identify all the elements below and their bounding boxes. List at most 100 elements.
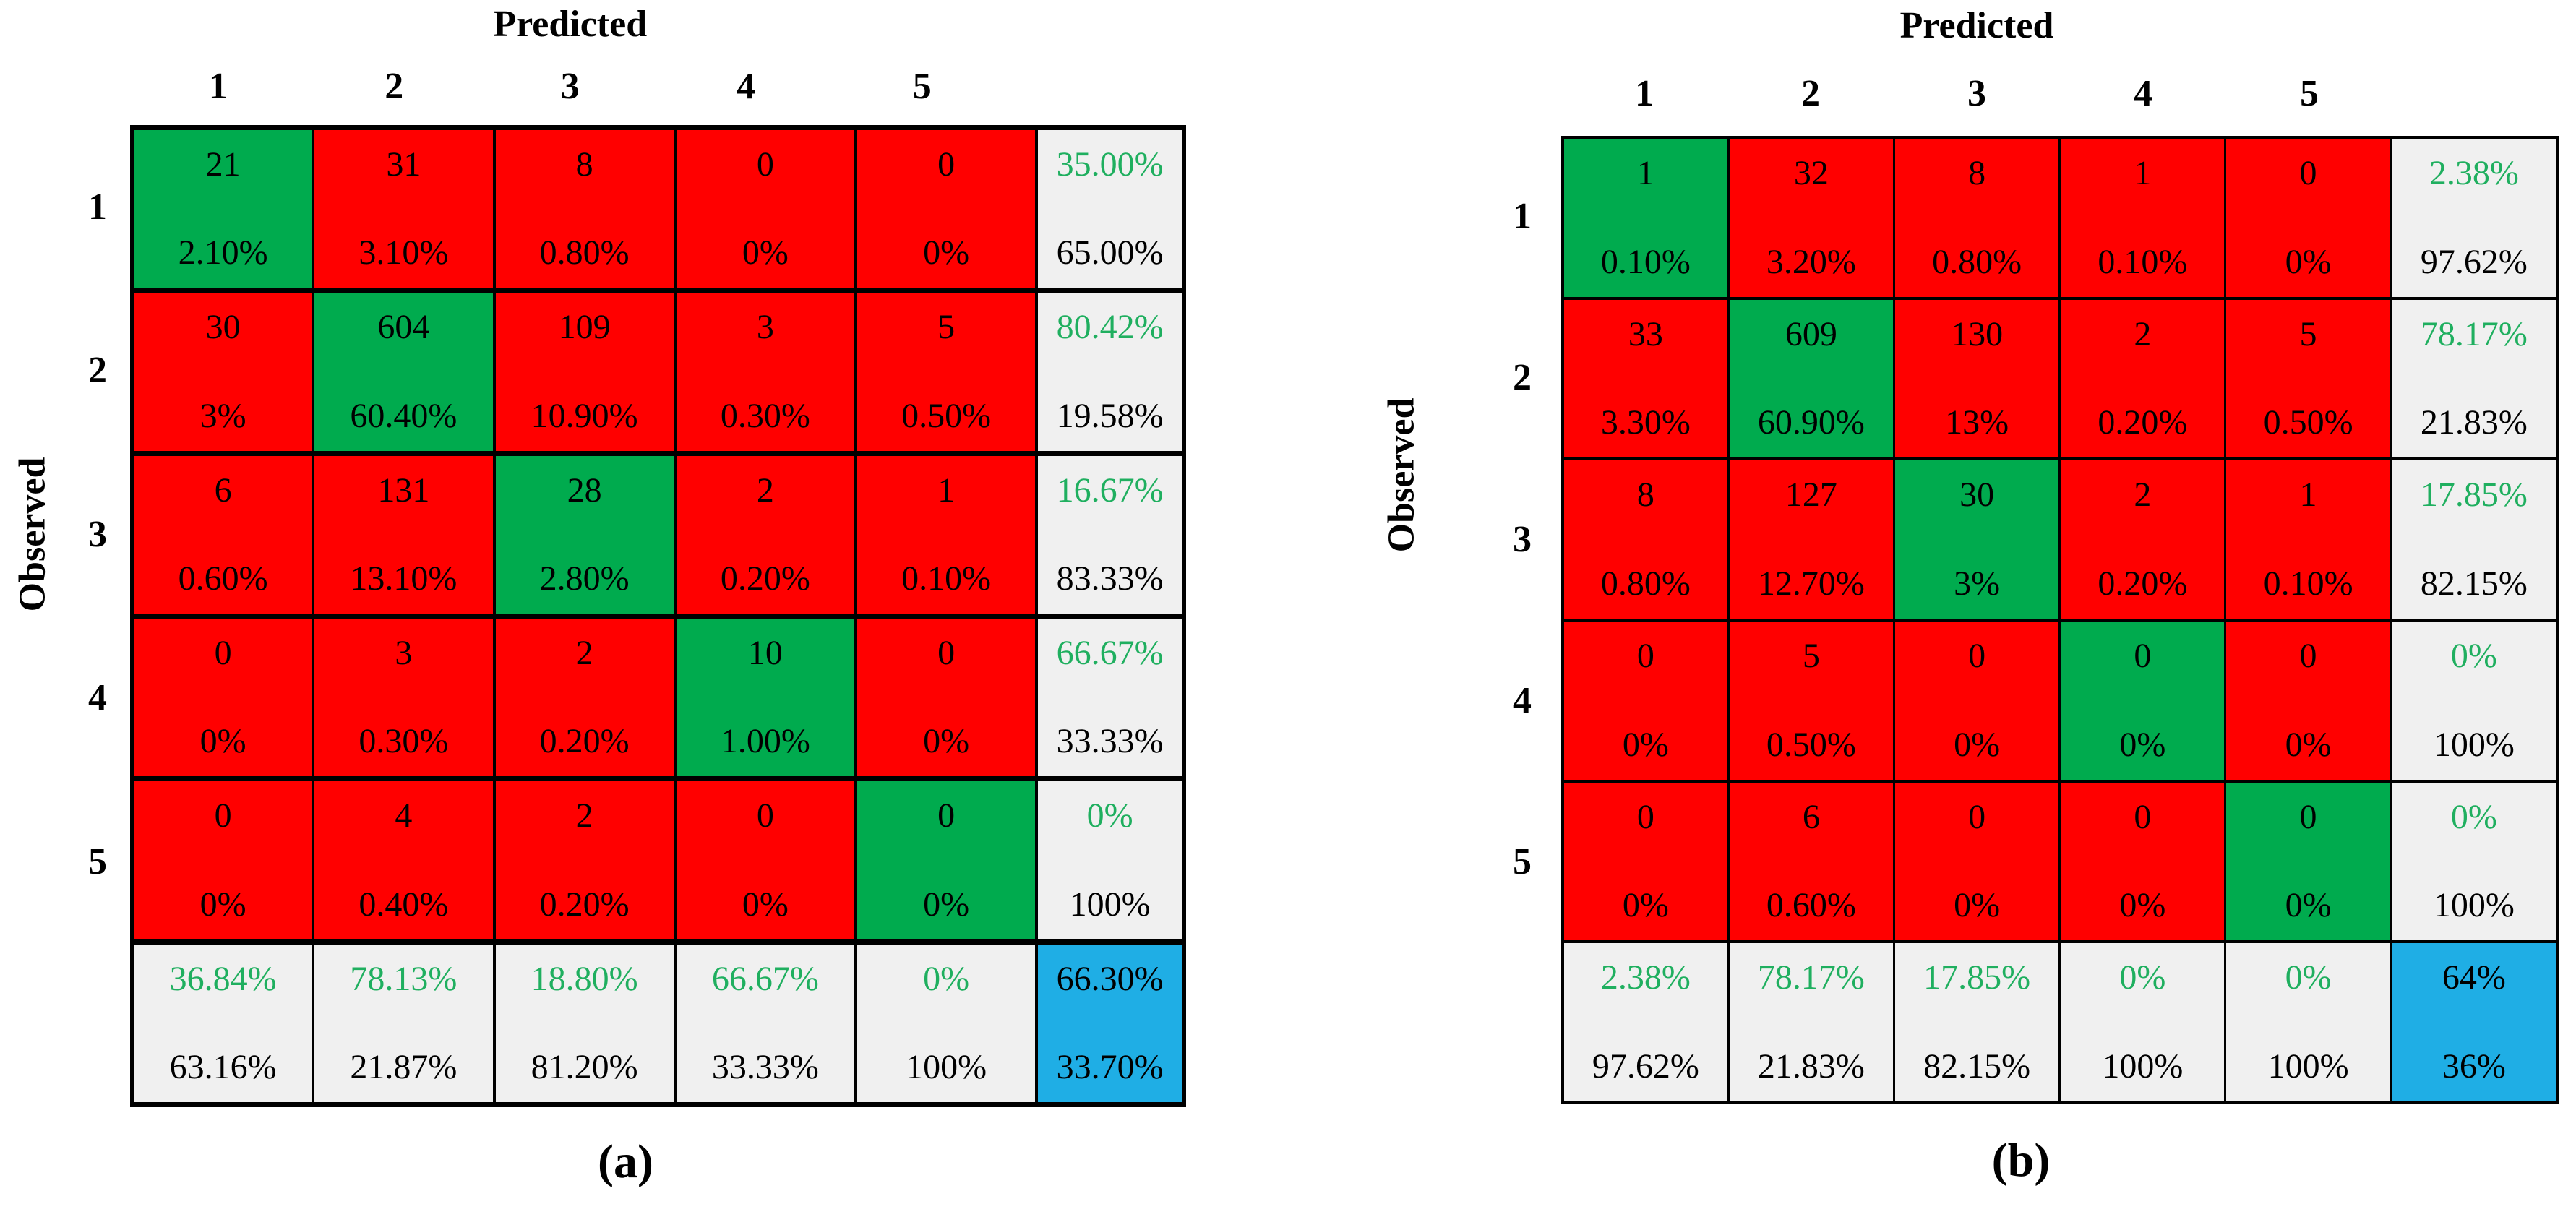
cell-count: 36.84%	[169, 959, 277, 998]
off-diagonal-cell: 1 0.10%	[2058, 136, 2227, 300]
cell-percent: 0.20%	[2098, 564, 2188, 603]
cell-count: 35.00%	[1056, 145, 1164, 184]
matrix-row: 2.38% 97.62% 78.17% 21.83% 17.85% 82.15% 0% 100…	[1561, 940, 2559, 1104]
cell-count: 0%	[2450, 797, 2497, 836]
cell-count: 0	[1968, 797, 1986, 836]
predicted-class-label-5: 5	[912, 66, 932, 107]
diagonal-cell: 0 0%	[2058, 618, 2227, 783]
cell-percent: 0%	[1954, 725, 2001, 764]
off-diagonal-cell: 130 13%	[1892, 296, 2061, 461]
cell-percent: 100%	[2102, 1046, 2184, 1085]
cell-count: 8	[1968, 154, 1986, 193]
diagonal-cell: 604 60.40%	[312, 288, 496, 456]
off-diagonal-cell: 0 0%	[130, 613, 315, 782]
off-diagonal-cell: 2 0.20%	[2058, 296, 2227, 461]
cell-percent: 0.30%	[720, 396, 810, 435]
cell-percent: 0%	[923, 885, 970, 924]
cell-percent: 65.00%	[1056, 233, 1164, 272]
off-diagonal-cell: 131 13.10%	[312, 450, 496, 619]
cell-count: 0	[214, 634, 232, 672]
column-summary-cell: 0% 100%	[854, 939, 1039, 1108]
cell-percent: 0.50%	[901, 396, 992, 435]
cell-count: 0	[2299, 637, 2317, 676]
off-diagonal-cell: 5 0.50%	[2224, 296, 2392, 461]
cell-count: 0%	[1086, 796, 1133, 835]
cell-count: 66.67%	[1056, 634, 1164, 672]
observed-axis-label: Observed	[12, 457, 53, 612]
observed-axis-area-b: Observed	[1288, 136, 1483, 1104]
cell-count: 78.13%	[350, 959, 458, 998]
matrix-row: 8 0.80% 127 12.70% 30 3% 2 0.20% 1 0.10% 17.85% 82.…	[1561, 457, 2559, 622]
observed-class-label-5: 5	[1513, 841, 1532, 883]
diagonal-cell: 609 60.90%	[1727, 296, 1895, 461]
cell-percent: 0%	[1622, 725, 1669, 764]
cell-count: 127	[1785, 476, 1837, 515]
row-summary-cell: 16.67% 83.33%	[1035, 450, 1185, 619]
cell-count: 6	[1802, 797, 1820, 836]
observed-axis-label: Observed	[1381, 397, 1422, 552]
cell-percent: 100%	[2433, 725, 2515, 764]
cell-count: 6	[214, 470, 232, 509]
observed-class-label-2: 2	[88, 350, 107, 392]
predicted-class-label-3: 3	[560, 66, 580, 107]
cell-percent: 3.20%	[1766, 242, 1856, 281]
cell-percent: 60.90%	[1757, 403, 1865, 442]
column-summary-cell: 0% 100%	[2058, 940, 2227, 1104]
predicted-axis-label: Predicted	[1899, 4, 2054, 46]
observed-class-label-4: 4	[88, 677, 107, 719]
cell-percent: 13%	[1945, 403, 2009, 442]
cell-percent: 97.62%	[2420, 242, 2528, 281]
matrix-row: 0 0% 5 0.50% 0 0% 0 0% 0 0% 0% 100%	[1561, 618, 2559, 783]
predicted-header-row-b: Predicted	[1561, 0, 2559, 51]
off-diagonal-cell: 32 3.20%	[1727, 136, 1895, 300]
cell-percent: 0%	[199, 885, 246, 924]
off-diagonal-cell: 6 0.60%	[1727, 779, 1895, 944]
diagonal-cell: 21 2.10%	[130, 124, 315, 293]
cell-count: 2	[2134, 476, 2152, 515]
cell-count: 5	[937, 308, 956, 347]
predicted-class-label-2: 2	[385, 66, 404, 107]
observed-class-label-1: 1	[1513, 196, 1532, 238]
cell-percent: 0.40%	[359, 885, 449, 924]
cell-count: 3	[756, 308, 774, 347]
off-diagonal-cell: 0 0%	[673, 776, 858, 945]
predicted-class-label-2: 2	[1801, 72, 1820, 114]
cell-percent: 0.10%	[1600, 242, 1691, 281]
cell-percent: 0%	[2119, 725, 2166, 764]
cell-count: 0	[2134, 637, 2152, 676]
cell-percent: 10.90%	[531, 396, 638, 435]
confusion-matrix-table-a: 21 2.10% 31 3.10% 8 0.80% 0 0% 0 0% 35.00% 65.00% 30…	[130, 124, 1186, 1108]
row-summary-cell: 17.85% 82.15%	[2390, 457, 2559, 622]
off-diagonal-cell: 5 0.50%	[854, 288, 1039, 456]
diagonal-cell: 28 2.80%	[492, 450, 677, 619]
predicted-class-labels-b: 1 2 3 4 5	[1561, 51, 2559, 136]
cell-count: 78.17%	[2420, 314, 2528, 353]
cell-count: 131	[377, 470, 430, 509]
cell-count: 1	[1636, 154, 1654, 193]
cell-percent: 0.50%	[2263, 403, 2353, 442]
cell-count: 33	[1628, 314, 1663, 353]
off-diagonal-cell: 8 0.80%	[1892, 136, 2061, 300]
cell-count: 10	[747, 634, 783, 672]
cell-percent: 63.16%	[169, 1047, 277, 1086]
cell-count: 0	[937, 145, 956, 184]
row-summary-cell: 0% 100%	[2390, 618, 2559, 783]
cell-percent: 0%	[2285, 242, 2332, 281]
cell-percent: 33.33%	[711, 1047, 819, 1086]
subfigure-caption-a: (a)	[598, 1135, 653, 1188]
cell-count: 0	[2299, 154, 2317, 193]
off-diagonal-cell: 4 0.40%	[312, 776, 496, 945]
predicted-class-labels-a: 1 2 3 4 5	[130, 48, 1186, 125]
cell-count: 17.85%	[2420, 476, 2528, 515]
cell-count: 4	[395, 796, 413, 835]
cell-count: 5	[2299, 314, 2317, 353]
cell-count: 0	[214, 796, 232, 835]
cell-percent: 0.10%	[2263, 564, 2353, 603]
cell-count: 0	[937, 634, 956, 672]
cell-count: 17.85%	[1923, 958, 2031, 997]
cell-count: 604	[377, 308, 430, 347]
off-diagonal-cell: 8 0.80%	[1561, 457, 1730, 622]
cell-count: 30	[205, 308, 241, 347]
cell-percent: 0%	[923, 233, 970, 272]
cell-percent: 0%	[199, 722, 246, 761]
